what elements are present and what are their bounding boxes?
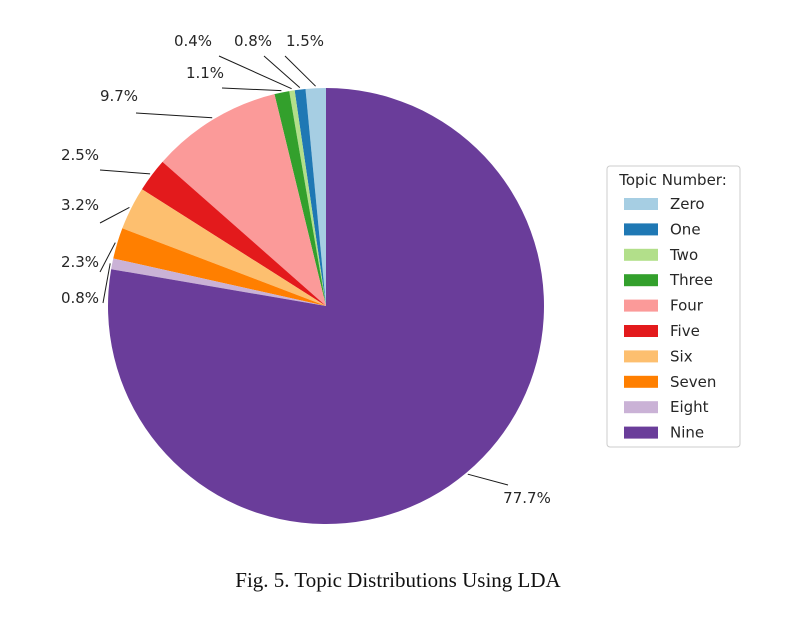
leader-line-nine <box>467 473 509 486</box>
legend-title: Topic Number: <box>618 171 727 189</box>
percent-label-four: 9.7% <box>100 87 138 105</box>
pie-slice-one <box>294 88 326 306</box>
pie-slice-zero <box>305 88 326 306</box>
percent-label-nine: 77.7% <box>503 489 551 507</box>
legend-label-seven: Seven <box>670 373 716 391</box>
legend-label-six: Six <box>670 347 693 365</box>
percent-label-three: 1.1% <box>186 64 224 82</box>
percent-label-five: 2.5% <box>61 146 99 164</box>
leader-line-zero <box>284 55 316 87</box>
leader-line-two <box>218 55 292 90</box>
percent-labels: 1.5% 0.8% 0.4% 1.1% 9.7% 2.5% 3.2% 2.3% 0.8% 77.7… <box>61 32 551 507</box>
pie-slice-six <box>122 189 326 306</box>
percent-label-two: 0.4% <box>174 32 212 50</box>
pie-slice-two <box>289 90 326 307</box>
legend-swatch-three <box>624 274 658 287</box>
pie-slice-four <box>162 94 326 307</box>
leader-line-six <box>99 206 130 224</box>
legend-swatch-six <box>624 350 658 363</box>
legend-swatch-eight <box>624 401 658 414</box>
legend-swatch-zero <box>624 198 658 210</box>
pie-slice-nine <box>107 88 544 524</box>
legend-swatch-nine <box>624 426 658 439</box>
legend-swatch-four <box>624 299 658 312</box>
legend-swatch-two <box>624 248 658 261</box>
leader-line-eight <box>102 263 111 304</box>
legend-label-three: Three <box>669 271 713 289</box>
pie-slice-seven <box>113 228 326 306</box>
leader-line-four <box>135 112 213 119</box>
legend: Topic Number: Zero One Two Three Four Five Six… <box>606 165 741 448</box>
legend-label-zero: Zero <box>670 195 705 213</box>
legend-label-four: Four <box>670 297 704 315</box>
legend-items: Zero One Two Three Four Five Six Seven Eight Nine <box>624 195 716 442</box>
percent-label-one: 0.8% <box>234 32 272 50</box>
figure-caption: Fig. 5. Topic Distributions Using LDA <box>235 568 561 592</box>
leader-line-seven <box>99 242 116 273</box>
leader-line-three <box>221 87 282 92</box>
leader-line-five <box>99 169 151 175</box>
label-leader-lines <box>99 55 509 486</box>
percent-label-zero: 1.5% <box>286 32 324 50</box>
legend-label-two: Two <box>669 246 698 264</box>
legend-label-nine: Nine <box>670 424 704 442</box>
legend-label-five: Five <box>670 322 700 340</box>
percent-label-seven: 2.3% <box>61 253 99 271</box>
legend-label-one: One <box>670 220 701 238</box>
percent-label-eight: 0.8% <box>61 289 99 307</box>
leader-line-one <box>263 55 301 88</box>
legend-swatch-five <box>624 325 658 337</box>
pie-slice-eight <box>111 258 326 306</box>
legend-label-eight: Eight <box>670 398 709 416</box>
percent-label-six: 3.2% <box>61 196 99 214</box>
legend-swatch-one <box>624 223 658 236</box>
pie-slices <box>107 88 544 524</box>
pie-slice-three <box>274 91 326 306</box>
legend-swatch-seven <box>624 375 658 388</box>
pie-slice-five <box>141 161 326 306</box>
